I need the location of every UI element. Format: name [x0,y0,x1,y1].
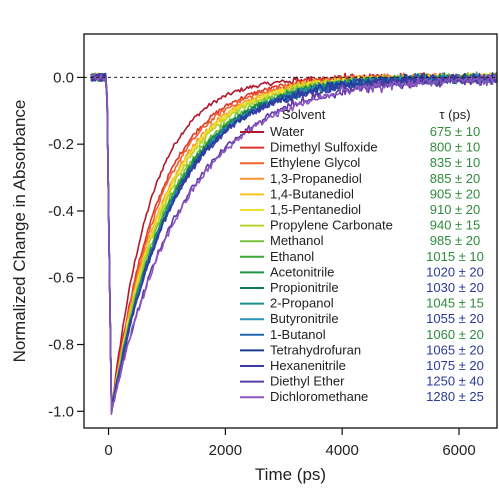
x-tick-label: 4000 [326,442,359,459]
legend-tau-value: 835 ± 10 [430,155,481,170]
series-layer [90,71,498,415]
legend-tau-value: 1045 ± 15 [426,296,484,311]
legend-header-tau: τ (ps) [439,107,470,122]
legend-tau-value: 940 ± 15 [430,218,481,233]
legend-tau-value: 1020 ± 20 [426,264,484,279]
x-tick-label: 2000 [209,442,242,459]
legend-tau-value: 885 ± 20 [430,171,481,186]
legend: Solvent τ (ps) Water 675 ± 10 Dimethyl Sulfo… [240,107,484,404]
y-tick-label: -1.0 [48,403,74,420]
legend-label: Dichloromethane [270,389,368,404]
legend-label: Ethanol [270,249,314,264]
legend-label: Propionitrile [270,280,339,295]
legend-tau-value: 800 ± 10 [430,140,481,155]
legend-label: Water [270,124,305,139]
legend-tau-value: 1015 ± 10 [426,249,484,264]
legend-label: Butyronitrile [270,311,339,326]
legend-tau-value: 1250 ± 40 [426,374,484,389]
legend-tau-value: 1030 ± 20 [426,280,484,295]
y-tick-label: 0.0 [53,69,74,86]
y-tick-label: -0.6 [48,270,74,287]
series-line-dichloromethane [90,73,498,415]
legend-header-solvent: Solvent [282,107,326,122]
legend-tau-value: 1055 ± 20 [426,311,484,326]
axis-ticks: 0 2000 4000 6000 0.0 -0.2 -0.4 -0.6 -0.8 -1.0 [48,69,476,459]
legend-label: Ethylene Glycol [270,155,360,170]
legend-label: Tetrahydrofuran [270,342,361,357]
legend-tau-value: 675 ± 10 [430,124,481,139]
legend-label: 1,3-Propanediol [270,171,362,186]
legend-label: Propylene Carbonate [270,218,393,233]
legend-label: Methanol [270,233,324,248]
legend-tau-value: 985 ± 20 [430,233,481,248]
plot-frame [83,33,498,429]
y-tick-label: -0.2 [48,136,74,153]
legend-label: Dimethyl Sulfoxide [270,140,378,155]
legend-tau-value: 1060 ± 20 [426,327,484,342]
legend-label: Acetonitrile [270,264,334,279]
y-axis-title: Normalized Change in Absorbance [10,100,29,363]
x-tick-label: 0 [104,442,112,459]
x-axis-title: Time (ps) [255,465,326,484]
legend-label: 2-Propanol [270,296,334,311]
legend-tau-value: 1280 ± 25 [426,389,484,404]
legend-label: 1,5-Pentanediol [270,202,361,217]
legend-tau-value: 1065 ± 20 [426,342,484,357]
legend-label: 1-Butanol [270,327,326,342]
series-line-hexanenitrile [90,72,498,412]
x-tick-label: 6000 [442,442,475,459]
legend-tau-value: 910 ± 20 [430,202,481,217]
legend-label: Hexanenitrile [270,358,346,373]
legend-tau-value: 1075 ± 20 [426,358,484,373]
y-tick-label: -0.4 [48,203,74,220]
y-tick-label: -0.8 [48,337,74,354]
legend-label: Diethyl Ether [270,374,345,389]
legend-tau-value: 905 ± 20 [430,186,481,201]
legend-label: 1,4-Butanediol [270,186,354,201]
